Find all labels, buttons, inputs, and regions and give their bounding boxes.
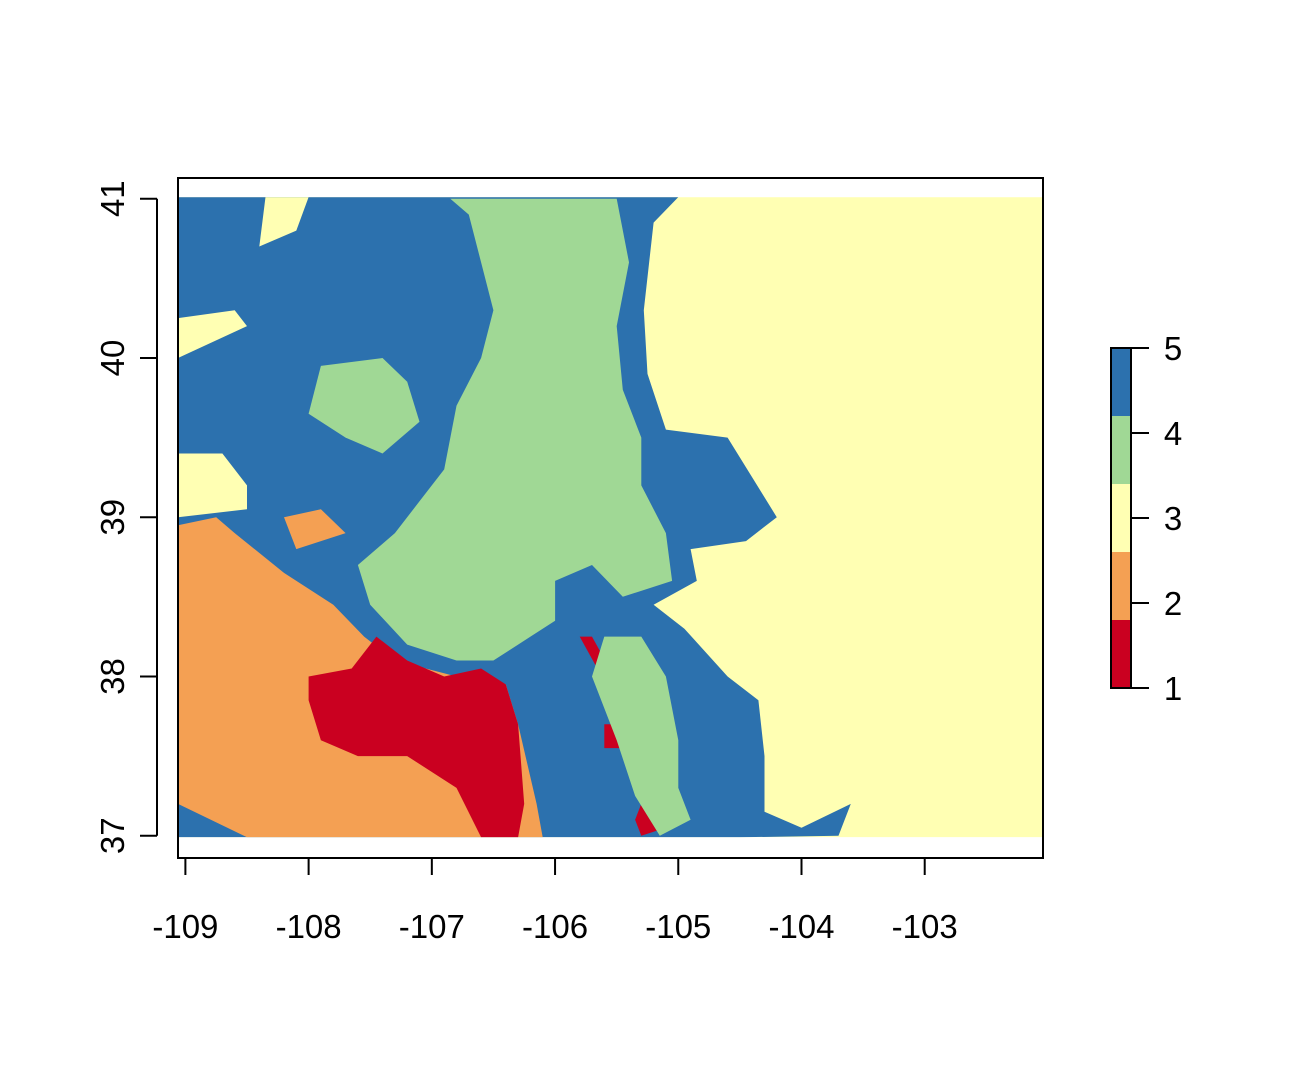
raster-region-class-3: [178, 453, 247, 518]
y-tick-label: 40: [94, 340, 131, 377]
raster-layer: [178, 197, 1043, 838]
legend-tick-label: 3: [1164, 500, 1182, 537]
raster-region-class-2: [284, 509, 346, 550]
raster-region-class-4: [308, 358, 420, 454]
legend-swatch-1: [1111, 620, 1131, 688]
x-tick-label: -103: [892, 908, 958, 945]
y-tick-label: 38: [94, 658, 131, 695]
raster-region-class-3: [178, 310, 247, 358]
legend-tick-label: 2: [1164, 585, 1182, 622]
x-tick-label: -108: [276, 908, 342, 945]
y-tick-label: 41: [94, 180, 131, 217]
raster-region-class-4: [394, 533, 457, 605]
color-legend: 1 2 3 4 5: [1110, 330, 1182, 707]
legend-swatch-4: [1111, 416, 1131, 484]
legend-tick-label: 1: [1164, 670, 1182, 707]
raster-region-class-4: [592, 636, 691, 836]
x-tick-label: -107: [399, 908, 465, 945]
legend-swatch-3: [1111, 484, 1131, 552]
x-tick-label: -105: [645, 908, 711, 945]
y-tick-label: 37: [94, 817, 131, 854]
y-tick-label: 39: [94, 499, 131, 536]
x-axis: -109 -108 -107 -106 -105 -104 -103: [152, 857, 958, 945]
legend-swatch-5: [1111, 348, 1131, 416]
legend-swatch-2: [1111, 552, 1131, 620]
x-tick-label: -104: [768, 908, 834, 945]
raster-region-class-3: [259, 197, 309, 247]
y-axis: 37 38 39 40 41: [94, 180, 158, 854]
x-tick-label: -106: [522, 908, 588, 945]
x-tick-label: -109: [152, 908, 218, 945]
raster-region-class-1: [308, 636, 525, 838]
legend-tick-label: 5: [1164, 330, 1182, 367]
legend-tick-label: 4: [1164, 415, 1182, 452]
